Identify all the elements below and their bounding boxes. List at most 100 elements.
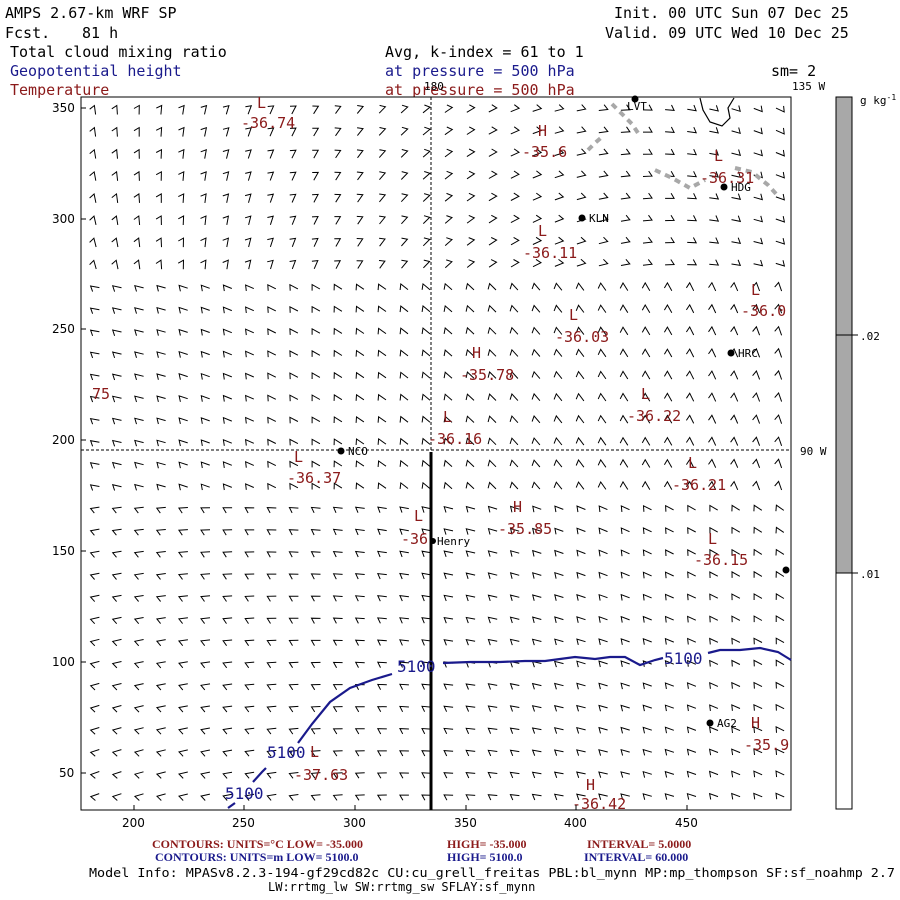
wind-barb: [465, 304, 475, 313]
wind-barb: [89, 285, 100, 292]
wind-barb: [687, 193, 698, 200]
wind-barb: [709, 504, 718, 512]
contour-label-5100-b: 5100: [664, 649, 703, 668]
wind-barb: [379, 215, 387, 225]
wind-barb: [598, 726, 608, 734]
wind-barb: [289, 283, 299, 291]
wind-barb: [354, 573, 365, 580]
wind-barb: [177, 573, 188, 580]
wind-barb: [664, 615, 674, 623]
y-tick-150: 150: [52, 544, 75, 558]
wind-barb: [466, 192, 476, 202]
wind-barb: [222, 749, 233, 757]
lon-90w-label: 90 W: [800, 445, 827, 458]
station-lvt-label: LVT: [627, 100, 647, 113]
wind-barb: [267, 438, 277, 446]
wind-barb: [465, 594, 476, 602]
wind-barb: [598, 236, 609, 245]
wind-barb: [687, 571, 696, 579]
wind-barb: [443, 705, 454, 712]
wind-barb: [155, 126, 163, 137]
wind-barb: [377, 528, 387, 535]
wind-barb: [641, 458, 651, 468]
wind-barb: [421, 727, 432, 735]
wind-barb: [465, 505, 476, 513]
wind-barb: [444, 192, 454, 202]
wind-barb: [620, 170, 631, 178]
wind-barb: [200, 483, 210, 491]
wind-barb: [421, 327, 431, 335]
wind-barb: [619, 326, 629, 336]
wind-barb: [753, 193, 764, 201]
wind-barb: [399, 506, 409, 513]
wind-barb: [663, 370, 673, 380]
wind-barb: [178, 483, 188, 491]
wind-barb: [465, 749, 476, 757]
wind-barb: [685, 414, 695, 424]
wind-barb: [178, 417, 188, 425]
wind-barb: [597, 282, 607, 291]
wind-barb: [200, 705, 210, 713]
wind-barb: [333, 371, 343, 379]
wind-barb: [310, 639, 321, 646]
wind-barb: [531, 348, 541, 357]
wind-barb: [334, 149, 342, 159]
wind-barb: [155, 148, 163, 159]
wind-barb: [665, 504, 674, 512]
wind-barb: [310, 551, 321, 558]
wind-barb: [421, 594, 431, 602]
field-cloud: Total cloud mixing ratio: [10, 43, 227, 61]
wind-barb: [642, 682, 652, 690]
wind-barb: [731, 237, 742, 245]
wind-barb: [598, 749, 608, 756]
wind-barb: [311, 416, 321, 424]
wind-barb: [288, 617, 299, 624]
station-hdg-marker: [720, 183, 728, 191]
wind-barb: [643, 126, 653, 133]
wind-barb: [775, 792, 785, 800]
wind-barb: [355, 482, 365, 490]
wind-barb: [354, 750, 365, 757]
wind-barb: [200, 661, 211, 669]
wind-barb: [554, 549, 564, 557]
wind-barb: [399, 572, 409, 580]
wind-barb: [400, 104, 409, 114]
wind-barb: [421, 794, 432, 801]
wind-barb: [531, 481, 541, 490]
wind-barb: [178, 749, 188, 757]
wind-barb: [576, 771, 586, 778]
wind-barb: [685, 480, 695, 490]
wind-barb: [466, 170, 476, 180]
wind-barb: [200, 126, 208, 137]
wind-barb: [709, 571, 719, 579]
extreme-l12-letter: L: [310, 743, 319, 761]
height-contours: [227, 646, 792, 809]
wind-barb: [377, 327, 387, 335]
wind-barb: [222, 727, 233, 735]
wind-barb: [598, 214, 609, 222]
wind-barb: [222, 683, 233, 691]
wind-barb: [267, 372, 277, 380]
wind-barb: [620, 704, 630, 712]
model-title: AMPS 2.67-km WRF SP: [5, 4, 177, 22]
wind-barb: [531, 594, 542, 601]
wind-barb: [597, 304, 607, 313]
wind-barb: [222, 617, 233, 624]
wind-barb: [752, 281, 761, 292]
wind-barb: [553, 660, 564, 668]
wind-barb: [709, 171, 719, 178]
wind-barb: [465, 349, 475, 357]
wind-barb: [598, 571, 608, 579]
extreme-h1-value: -35.6: [522, 143, 567, 161]
wind-barb: [731, 149, 742, 156]
wind-barb: [333, 394, 343, 401]
wind-barb: [598, 593, 608, 601]
footer-temp-high: HIGH= -35.000: [447, 837, 527, 851]
wind-barb: [487, 705, 498, 712]
wind-barb: [687, 104, 697, 112]
wind-barb: [177, 529, 188, 536]
wind-barb: [376, 617, 387, 624]
wind-barb: [576, 527, 586, 535]
wind-barb: [687, 549, 696, 556]
wind-barb: [443, 282, 453, 291]
